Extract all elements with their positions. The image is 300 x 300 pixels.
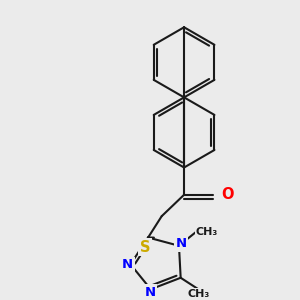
Text: S: S (140, 240, 150, 255)
Text: CH₃: CH₃ (196, 227, 218, 237)
Text: CH₃: CH₃ (188, 290, 210, 299)
Text: N: N (122, 258, 133, 271)
Text: O: O (221, 187, 234, 202)
Text: N: N (144, 286, 156, 298)
Text: N: N (176, 237, 187, 250)
